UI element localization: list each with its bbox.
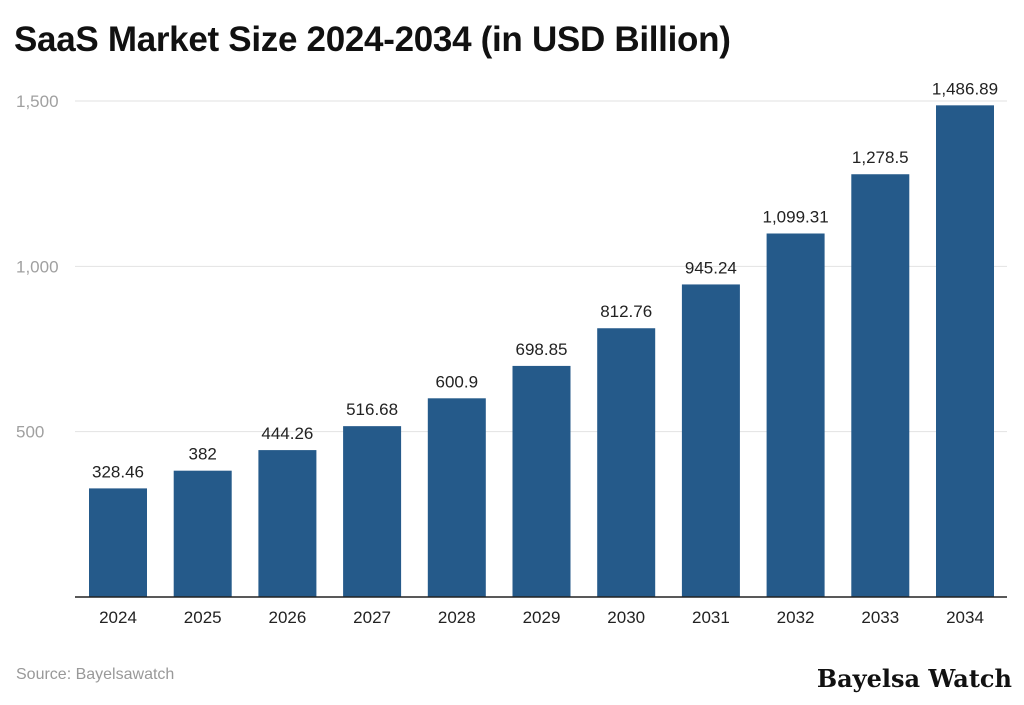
x-tick-label: 2031 xyxy=(692,608,730,627)
data-label: 444.26 xyxy=(261,424,313,443)
bar-2025 xyxy=(173,470,232,597)
x-tick-label: 2033 xyxy=(861,608,899,627)
bar-2032 xyxy=(766,233,825,598)
bar-2028 xyxy=(427,398,486,597)
data-label: 812.76 xyxy=(600,302,652,321)
bar-2027 xyxy=(343,426,402,597)
bar-2024 xyxy=(89,488,147,597)
brand-logo: Bayelsa Watch xyxy=(816,664,1012,693)
data-label: 516.68 xyxy=(346,400,398,419)
y-tick-label: 500 xyxy=(16,423,44,442)
x-tick-label: 2032 xyxy=(777,608,815,627)
data-label: 945.24 xyxy=(685,258,737,277)
data-label: 1,486.89 xyxy=(932,79,998,98)
chart-title: SaaS Market Size 2024-2034 (in USD Billi… xyxy=(14,20,731,59)
bar-2026 xyxy=(258,450,317,597)
bar-2034 xyxy=(936,105,994,598)
bar-2030 xyxy=(597,328,656,597)
data-label: 698.85 xyxy=(516,340,568,359)
data-label: 1,099.31 xyxy=(763,207,829,226)
x-tick-label: 2024 xyxy=(99,608,137,627)
bar-2033 xyxy=(851,174,910,597)
bar-2029 xyxy=(512,365,571,597)
x-tick-label: 2025 xyxy=(184,608,222,627)
x-tick-label: 2034 xyxy=(946,608,984,627)
data-label: 382 xyxy=(189,445,217,464)
x-tick-label: 2029 xyxy=(523,608,561,627)
data-label: 1,278.5 xyxy=(852,148,909,167)
source-note: Source: Bayelsawatch xyxy=(16,666,175,683)
bar-2031 xyxy=(681,284,740,597)
x-tick-label: 2030 xyxy=(607,608,645,627)
x-tick-label: 2026 xyxy=(268,608,306,627)
data-label: 328.46 xyxy=(92,462,144,481)
x-tick-label: 2028 xyxy=(438,608,476,627)
data-label: 600.9 xyxy=(436,372,479,391)
y-tick-label: 1,000 xyxy=(16,257,59,276)
y-tick-label: 1,500 xyxy=(16,92,59,111)
x-tick-label: 2027 xyxy=(353,608,391,627)
